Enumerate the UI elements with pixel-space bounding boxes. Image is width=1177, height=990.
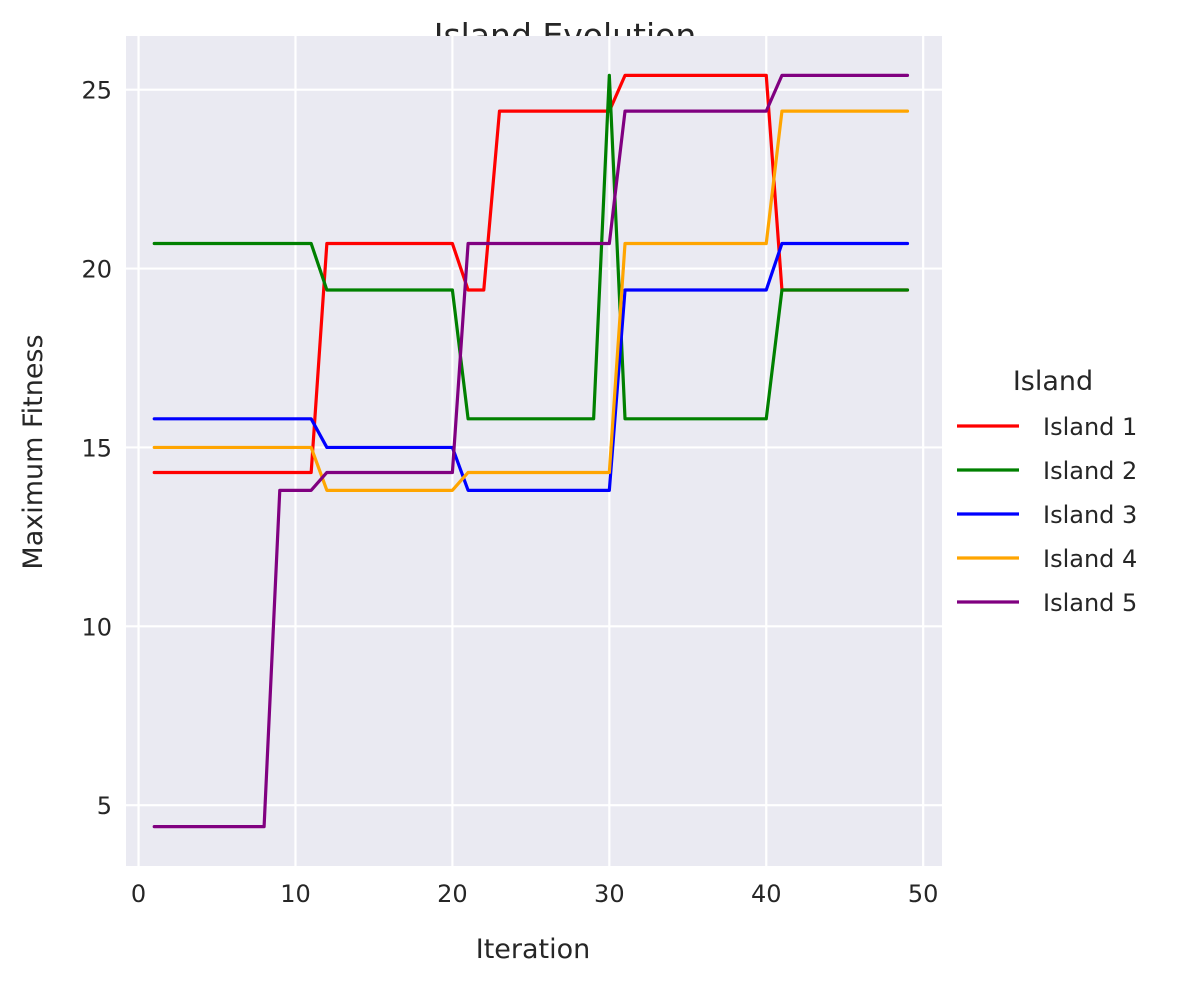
x-tick-label: 0: [131, 880, 146, 908]
series-line-island-3: [152, 241, 910, 492]
legend-label: Island 1: [1043, 413, 1137, 441]
y-tick-label: 15: [81, 434, 112, 462]
legend-label: Island 2: [1043, 457, 1137, 485]
x-tick-label: 40: [751, 880, 782, 908]
y-axis-label: Maximum Fitness: [18, 334, 49, 569]
y-tick-label: 20: [81, 256, 112, 284]
y-tick-label: 25: [81, 77, 112, 105]
legend-label: Island 4: [1043, 545, 1137, 573]
x-tick-label: 20: [437, 880, 468, 908]
x-axis-label: Iteration: [476, 934, 591, 965]
y-tick-label: 5: [97, 792, 112, 820]
plot-area: [126, 36, 942, 866]
series-line-island-2: [152, 73, 910, 421]
series-line-island-4: [152, 109, 910, 492]
series-line-island-5: [152, 73, 910, 829]
x-tick-label: 30: [594, 880, 625, 908]
x-axis-ticks: 0 10 20 30 40 50: [131, 880, 939, 908]
x-tick-label: 10: [280, 880, 311, 908]
y-tick-label: 10: [81, 613, 112, 641]
series-lines: [152, 73, 910, 829]
legend-label: Island 5: [1043, 589, 1137, 617]
legend-items: Island 1 Island 2 Island 3 Island 4 Island 5: [957, 413, 1137, 617]
legend-title: Island: [1013, 366, 1093, 397]
legend-label: Island 3: [1043, 501, 1137, 529]
y-axis-ticks: 5 10 15 20 25: [81, 77, 112, 821]
x-tick-label: 50: [908, 880, 939, 908]
